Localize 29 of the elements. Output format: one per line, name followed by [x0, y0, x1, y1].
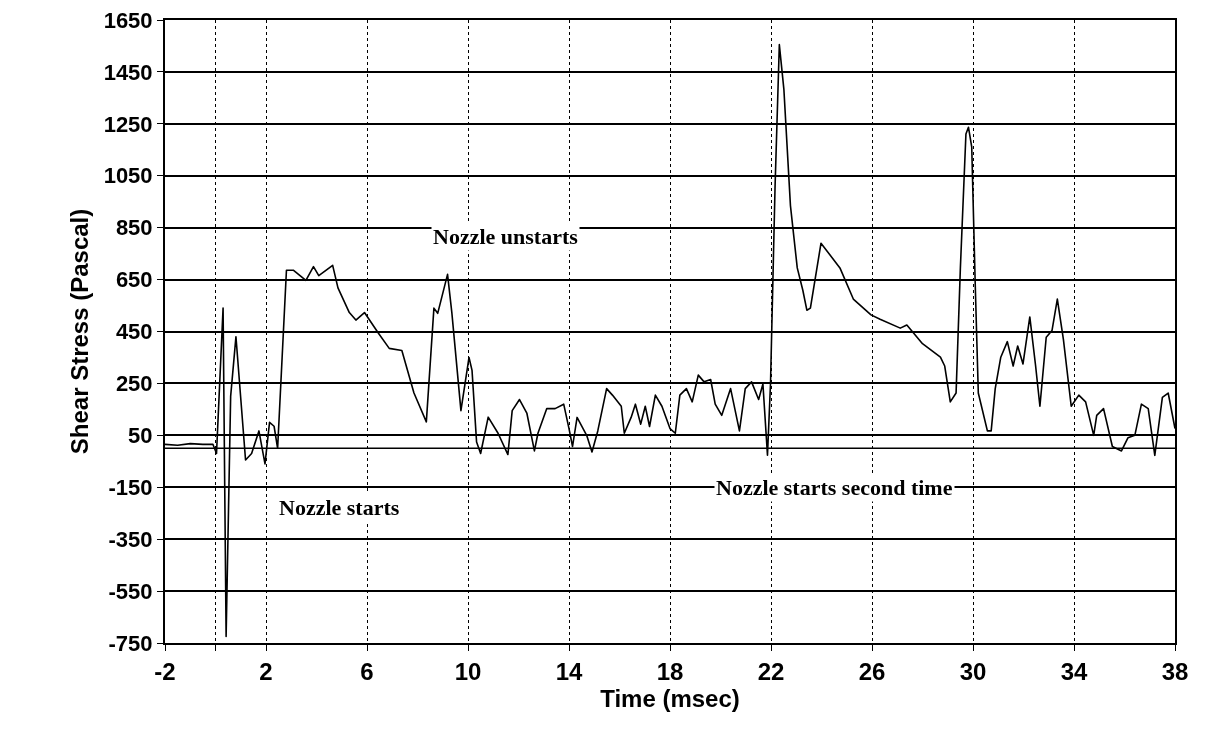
- y-tick-label: 1450: [103, 59, 153, 85]
- x-tick-label: 34: [1060, 657, 1088, 685]
- annotation: Nozzle starts: [279, 495, 400, 520]
- x-tick-label: 26: [858, 657, 886, 685]
- y-tick-label: -550: [108, 578, 153, 604]
- y-tick-label: -150: [108, 474, 153, 500]
- y-tick-label: 1650: [103, 7, 153, 33]
- y-tick-label: 250: [115, 371, 153, 397]
- y-axis-title: Shear Stress (Pascal): [66, 208, 94, 455]
- y-tick-label: 650: [115, 267, 153, 293]
- annotation: Nozzle unstarts: [433, 224, 579, 249]
- x-tick-label: 18: [656, 657, 684, 685]
- y-tick-label: -750: [108, 630, 153, 656]
- x-axis-title: Time (msec): [600, 684, 740, 712]
- x-tick-label: 22: [757, 657, 785, 685]
- y-tick-label: 50: [128, 423, 153, 449]
- x-tick-label: 14: [555, 657, 583, 685]
- annotation: Nozzle starts second time: [716, 475, 953, 500]
- y-tick-label: -350: [108, 526, 153, 552]
- x-tick-label: 2: [259, 657, 273, 685]
- y-tick-label: 850: [115, 215, 153, 241]
- x-tick-label: 30: [959, 657, 987, 685]
- x-tick-label: -2: [154, 657, 176, 685]
- x-tick-label: 10: [454, 657, 482, 685]
- y-tick-label: 1050: [103, 163, 153, 189]
- x-tick-label: 6: [360, 657, 374, 685]
- x-tick-label: 38: [1161, 657, 1189, 685]
- y-tick-label: 1250: [103, 111, 153, 137]
- y-tick-label: 450: [115, 319, 153, 345]
